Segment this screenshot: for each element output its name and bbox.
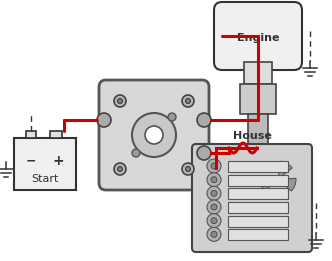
Wedge shape [278,178,296,191]
Bar [240,84,276,114]
FancyBboxPatch shape [192,144,312,252]
Circle shape [207,214,221,228]
Circle shape [182,95,194,107]
Circle shape [211,231,217,237]
Circle shape [197,113,211,127]
Circle shape [168,113,176,121]
Circle shape [207,186,221,200]
Text: Engine: Engine [237,33,279,43]
Circle shape [186,99,190,103]
Circle shape [211,190,217,196]
Circle shape [211,204,217,210]
Circle shape [132,113,176,157]
Circle shape [211,177,217,183]
Bar [228,202,288,213]
FancyBboxPatch shape [214,2,302,70]
Bar [26,131,36,138]
Bar [14,138,76,190]
Circle shape [114,95,126,107]
Bar [244,62,272,84]
Text: −: − [26,155,36,168]
Circle shape [118,99,123,103]
Circle shape [132,149,140,157]
FancyBboxPatch shape [232,160,284,200]
Bar [228,175,288,186]
Bar [248,114,268,164]
Circle shape [207,159,221,173]
Bar [228,216,288,227]
Text: Start: Start [31,174,59,183]
Text: +: + [52,155,64,168]
Bar [228,229,288,240]
Circle shape [145,126,163,144]
Circle shape [97,113,111,127]
Bar [228,161,288,172]
Circle shape [211,218,217,224]
Text: House: House [232,131,272,141]
Circle shape [211,163,217,169]
Wedge shape [260,178,278,191]
Circle shape [207,227,221,241]
Circle shape [114,163,126,175]
Circle shape [207,200,221,214]
FancyBboxPatch shape [99,80,209,190]
Wedge shape [278,161,292,179]
Circle shape [207,173,221,187]
Circle shape [182,163,194,175]
Circle shape [118,167,123,171]
Bar [228,188,288,199]
Circle shape [197,146,211,160]
Circle shape [186,167,190,171]
Bar [50,131,62,138]
